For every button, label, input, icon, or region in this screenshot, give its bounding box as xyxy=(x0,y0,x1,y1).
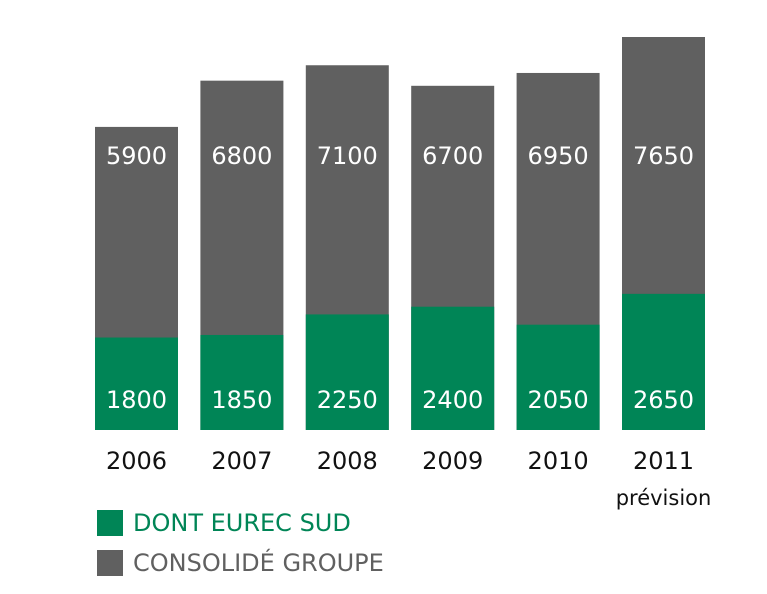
x-tick-label: 2008 xyxy=(317,447,378,475)
bar xyxy=(305,314,389,430)
bar xyxy=(516,324,600,430)
annotation: prévision xyxy=(616,486,712,510)
x-tick-label: 2006 xyxy=(106,447,167,475)
value-label: 7100 xyxy=(317,142,378,170)
value-label: 2250 xyxy=(317,386,378,414)
value-label: 5900 xyxy=(106,142,167,170)
value-label: 6800 xyxy=(211,142,272,170)
bar xyxy=(622,293,705,430)
legend-label: CONSOLIDÉ GROUPE xyxy=(133,548,384,577)
bar xyxy=(200,334,284,430)
legend-swatch xyxy=(97,510,123,536)
x-tick-label: 2007 xyxy=(211,447,272,475)
value-label: 2400 xyxy=(422,386,483,414)
value-label: 7650 xyxy=(633,142,694,170)
value-label: 1850 xyxy=(211,386,272,414)
value-label: 2050 xyxy=(528,386,589,414)
bar xyxy=(411,306,495,430)
value-label: 6700 xyxy=(422,142,483,170)
value-label: 1800 xyxy=(106,386,167,414)
legend-swatch xyxy=(97,550,123,576)
value-label: 2650 xyxy=(633,386,694,414)
bar xyxy=(95,337,178,430)
legend-label: DONT EUREC SUD xyxy=(133,509,351,537)
x-tick-label: 2009 xyxy=(422,447,483,475)
x-tick-label: 2011 xyxy=(633,447,694,475)
value-label: 6950 xyxy=(528,142,589,170)
x-tick-label: 2010 xyxy=(528,447,589,475)
